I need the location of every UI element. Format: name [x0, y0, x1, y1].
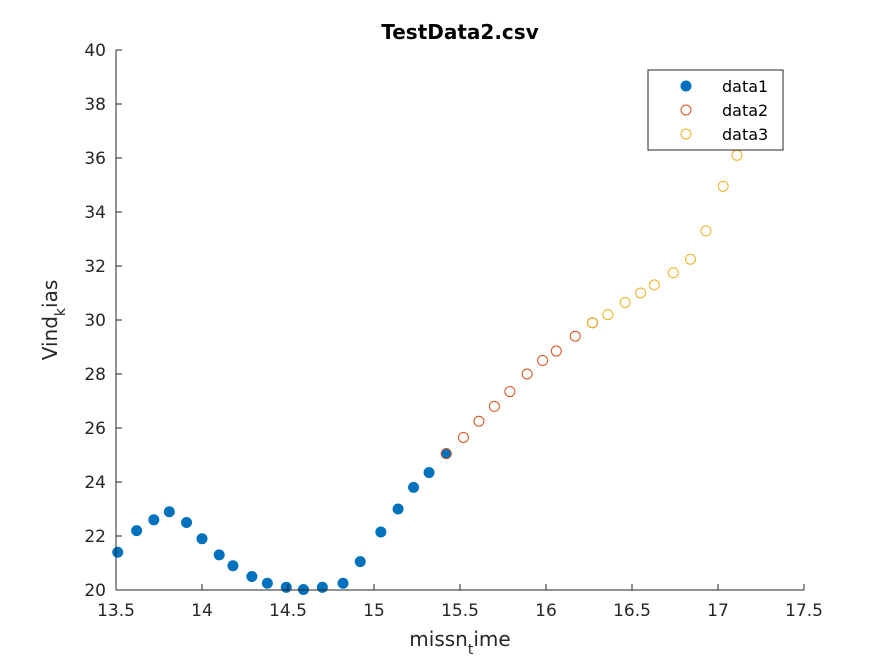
y-tick-label: 22	[84, 527, 106, 547]
y-tick-label: 28	[84, 365, 106, 385]
point-data3	[667, 267, 679, 279]
point-data1	[316, 581, 328, 593]
point-data1	[375, 526, 387, 538]
x-tick-label: 17.5	[785, 601, 823, 621]
y-tick-label: 24	[84, 473, 106, 493]
legend-label-data1: data1	[722, 77, 768, 96]
y-tick-label: 20	[84, 581, 106, 601]
point-data1	[246, 571, 258, 582]
point-data1	[337, 577, 349, 589]
x-tick-label: 14	[191, 601, 213, 621]
y-tick-label: 34	[84, 203, 106, 223]
legend-box	[647, 69, 784, 151]
x-axis-label: missntime	[409, 627, 510, 658]
y-tick-label: 36	[84, 149, 106, 169]
legend-label-data3: data3	[722, 125, 768, 144]
point-data2	[537, 355, 549, 366]
point-data2	[504, 386, 516, 398]
x-tick-label: 15.5	[441, 601, 479, 621]
x-tick-label: 16.5	[613, 601, 651, 621]
point-data1	[392, 503, 404, 515]
point-data1	[163, 506, 175, 518]
point-data1	[297, 583, 309, 595]
legend-marker-data2	[680, 104, 692, 116]
chart-title: TestData2.csv	[381, 20, 538, 44]
legend-marker-data1	[680, 80, 692, 92]
point-data1	[423, 467, 435, 479]
x-axis-label-rest: ime	[473, 627, 510, 651]
x-axis-label-main: missn	[409, 627, 468, 651]
y-tick-label: 32	[84, 257, 106, 277]
point-data3	[619, 296, 631, 308]
point-data3	[648, 279, 660, 291]
point-data2	[457, 431, 469, 443]
point-data1	[112, 546, 124, 558]
point-data1	[280, 581, 292, 593]
y-ticks: 20 22 24 26 28 30 32 34 36 38 40	[84, 41, 122, 601]
x-tick-label: 16	[535, 601, 557, 621]
y-axis-label-rest: ias	[38, 280, 62, 308]
point-data2	[440, 448, 452, 460]
point-data2	[521, 368, 533, 380]
point-data1	[131, 525, 143, 537]
point-data3	[586, 317, 598, 329]
point-data1	[213, 549, 225, 561]
x-tick-label: 13.5	[97, 601, 135, 621]
point-data2	[569, 330, 581, 342]
x-axis-label-sub: t	[468, 642, 474, 658]
y-axis-label-sub: k	[53, 307, 69, 316]
point-data2	[550, 345, 562, 357]
point-data1	[227, 560, 239, 572]
x-tick-label: 17	[707, 601, 729, 621]
legend: data1 data2 data3	[647, 69, 784, 151]
point-data3	[684, 253, 696, 265]
y-tick-label: 30	[84, 311, 106, 331]
y-axis-label-main: Vind	[38, 316, 62, 360]
point-data1	[408, 481, 420, 493]
point-data2	[488, 400, 500, 412]
point-data3	[717, 180, 729, 192]
x-tick-label: 14.5	[269, 601, 307, 621]
x-ticks: 13.5 14 14.5 15 15.5 16 16.5 17 17.5	[97, 584, 823, 621]
y-axis-label: Vindkias	[38, 280, 69, 361]
y-tick-label: 40	[84, 41, 106, 61]
point-data2	[473, 415, 485, 427]
point-data1	[148, 514, 160, 526]
point-data1	[196, 533, 208, 545]
x-tick-label: 15	[363, 601, 385, 621]
y-tick-label: 26	[84, 419, 106, 439]
point-data1	[354, 556, 366, 568]
legend-marker-data3	[680, 128, 692, 140]
y-tick-label: 38	[84, 95, 106, 115]
point-data3	[635, 287, 647, 299]
data-points	[112, 149, 743, 595]
point-data3	[602, 309, 614, 321]
point-data3	[700, 225, 712, 237]
legend-label-data2: data2	[722, 101, 768, 120]
point-data1	[261, 577, 273, 589]
point-data1	[181, 517, 193, 528]
